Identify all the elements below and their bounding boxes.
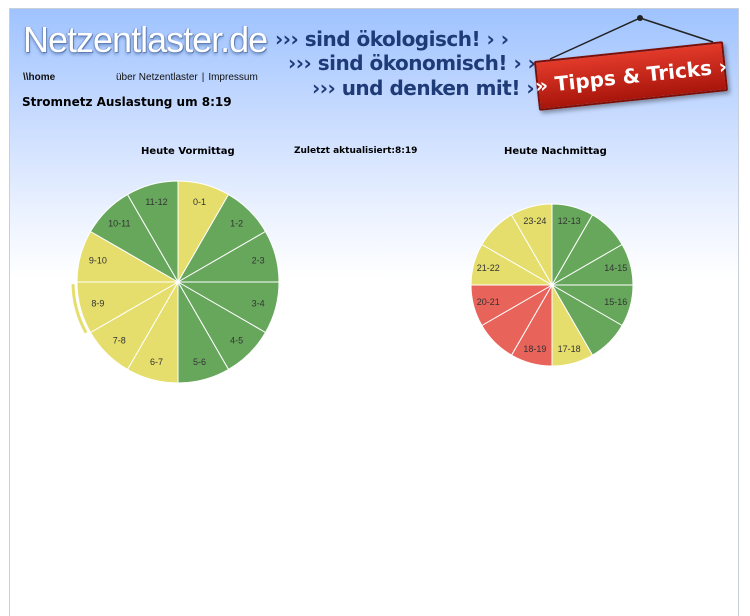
slice-label-20-21: 20-21	[477, 297, 500, 307]
slice-label-9-10: 9-10	[89, 256, 107, 266]
slice-label-6-7: 6-7	[150, 357, 163, 367]
slogan-line-1: ››› sind ökologisch! › ›	[275, 27, 509, 51]
slice-label-4-5: 4-5	[230, 336, 243, 346]
slice-label-5-6: 5-6	[193, 357, 206, 367]
slice-label-2-3: 2-3	[252, 256, 265, 266]
nav-imprint-link[interactable]: Impressum	[208, 72, 258, 83]
slice-label-15-16: 15-16	[604, 297, 627, 307]
slice-label-8-9: 8-9	[91, 298, 104, 308]
page-title: Stromnetz Auslastung um 8:19	[22, 95, 232, 109]
page-frame: Netzentlaster.de ››› sind ökologisch! › …	[9, 8, 739, 616]
slice-label-7-8: 7-8	[113, 336, 126, 346]
pie-slice-23-24	[510, 203, 553, 287]
slice-label-14-15: 14-15	[604, 263, 627, 273]
nav-separator: |	[201, 72, 205, 83]
nav-links: über Netzentlaster | Impressum	[116, 72, 258, 83]
hanging-string-icon	[549, 15, 714, 60]
slice-label-23-24: 23-24	[523, 216, 546, 226]
current-hour-marker	[71, 284, 88, 334]
slice-label-11-12: 11-12	[145, 197, 167, 207]
site-logo[interactable]: Netzentlaster.de	[23, 19, 268, 60]
nav-about-link[interactable]: über Netzentlaster	[116, 72, 198, 83]
slice-label-3-4: 3-4	[252, 298, 265, 308]
slice-label-0-1: 0-1	[193, 197, 206, 207]
pie-chart-morning: 0-1 1-2 2-3 3-4 4-5 5-6 6-7 7-8 8-9 9-10 10-11 11-1…	[71, 180, 280, 384]
slogan-line-3: ››› und denken mit! › ›	[312, 76, 549, 100]
tipps-banner[interactable]: » Tipps & Tricks ›	[528, 15, 738, 125]
slogan-line-2: ››› sind ökonomisch! › ›	[288, 51, 536, 75]
slice-label-1-2: 1-2	[230, 218, 243, 228]
nav-home-link[interactable]: \\home	[23, 72, 56, 83]
slice-label-18-19: 18-19	[523, 344, 546, 354]
pie-slice-11-12	[126, 180, 179, 284]
last-updated-text: Zuletzt aktualisiert:8:19	[294, 146, 418, 156]
pie-chart-afternoon: 12-13 14-15 15-16 17-18 18-19 20-21 21-22 23-24	[470, 203, 634, 367]
chart-title-morning: Heute Vormittag	[141, 146, 235, 157]
slice-label-17-18: 17-18	[558, 344, 581, 354]
slice-label-10-11: 10-11	[108, 218, 130, 228]
chart-title-afternoon: Heute Nachmittag	[504, 146, 607, 157]
slice-label-21-22: 21-22	[477, 263, 500, 273]
slice-label-12-13: 12-13	[558, 216, 581, 226]
